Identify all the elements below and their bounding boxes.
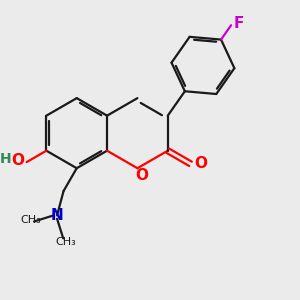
Text: O: O [194,156,207,171]
Text: H: H [0,152,12,166]
Text: N: N [51,208,63,223]
Text: CH₃: CH₃ [56,237,76,247]
Text: O: O [135,168,148,183]
Text: CH₃: CH₃ [20,215,41,225]
Text: O: O [11,153,24,168]
Text: F: F [234,16,244,31]
